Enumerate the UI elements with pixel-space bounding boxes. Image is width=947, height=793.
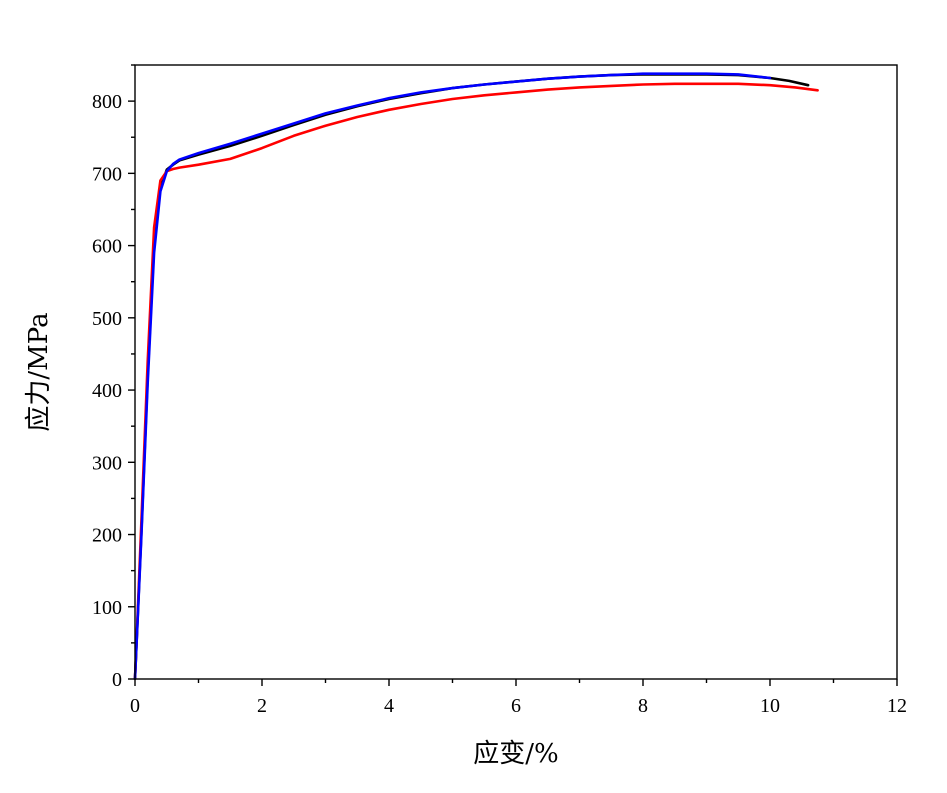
y-tick-label: 100 [92,597,122,619]
series-layer [133,72,819,681]
x-tick-label: 4 [384,695,394,717]
x-axis: 0 2 4 6 8 10 12 [130,679,907,717]
y-tick-label: 800 [92,91,122,113]
y-tick-label: 200 [92,525,122,547]
x-axis-title: 应变/% [473,739,558,769]
x-tick-label: 6 [511,695,521,717]
y-tick-label: 300 [92,452,122,474]
series-line-3 [133,72,772,681]
y-tick-label: 400 [92,380,122,402]
x-tick-label: 10 [760,695,780,717]
y-axis-title: 应力/MPa [24,312,54,431]
y-tick-label: 0 [112,669,122,691]
series-line-2 [133,82,819,681]
y-tick-label: 500 [92,308,122,330]
series-line-1 [133,73,810,681]
plot-frame [134,64,898,680]
y-tick-label: 600 [92,236,122,258]
y-tick-label: 700 [92,163,122,185]
x-tick-label: 12 [887,695,907,717]
y-axis: 0 100 200 300 400 500 600 700 800 [92,64,135,691]
x-tick-label: 0 [130,695,140,717]
x-tick-label: 8 [638,695,648,717]
x-tick-label: 2 [257,695,267,717]
